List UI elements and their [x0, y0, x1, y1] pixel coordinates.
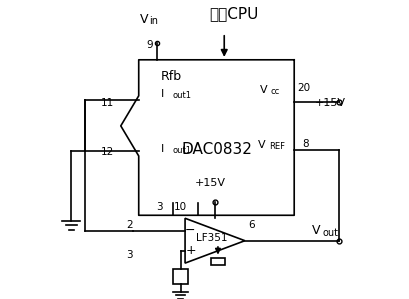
Text: I: I: [161, 144, 164, 155]
Text: in: in: [149, 16, 158, 26]
Text: 11: 11: [101, 98, 114, 108]
Text: −: −: [185, 224, 196, 237]
Text: V: V: [260, 85, 267, 95]
Text: Rfb: Rfb: [161, 70, 182, 83]
Text: 2: 2: [126, 220, 133, 230]
Bar: [173, 269, 188, 284]
Text: V: V: [258, 140, 266, 150]
Text: +15V: +15V: [195, 178, 226, 188]
Text: 10: 10: [173, 202, 187, 212]
Bar: [211, 257, 225, 265]
Text: 9: 9: [147, 40, 153, 51]
Text: DAC0832: DAC0832: [181, 142, 252, 157]
Text: 12: 12: [101, 147, 114, 158]
Text: 来自CPU: 来自CPU: [210, 6, 259, 21]
Text: cc: cc: [270, 87, 279, 96]
Text: 20: 20: [297, 83, 310, 93]
Text: +: +: [185, 244, 196, 257]
Text: +15V: +15V: [315, 98, 346, 108]
Text: I: I: [161, 89, 164, 99]
Text: 3: 3: [156, 202, 162, 212]
Text: V: V: [312, 224, 320, 237]
Text: out1: out1: [173, 91, 191, 100]
Text: REF: REF: [269, 142, 285, 151]
Text: 3: 3: [126, 250, 133, 260]
Text: out1: out1: [173, 147, 191, 155]
Text: LF351: LF351: [196, 233, 228, 243]
Text: out: out: [322, 228, 338, 238]
Text: 6: 6: [248, 220, 255, 230]
Text: 8: 8: [302, 139, 309, 149]
Text: V: V: [140, 13, 148, 26]
